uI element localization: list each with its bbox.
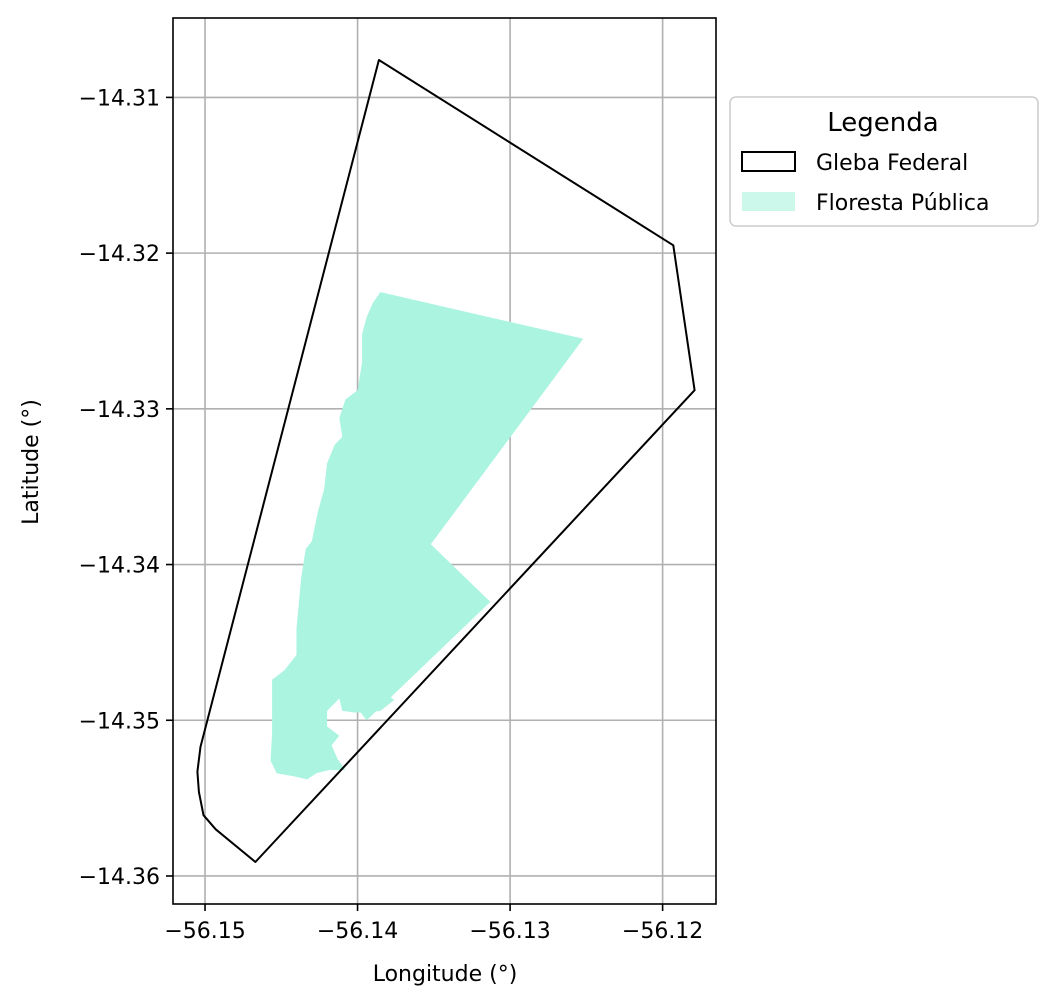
y-tick-label: −14.31 <box>79 86 160 111</box>
legend-swatch-floresta <box>742 192 795 211</box>
axis-ticks: −56.15 −56.14 −56.13 −56.12 −14.31 −14.32 −14.… <box>79 86 704 944</box>
x-axis-label: Longitude (°) <box>373 962 518 987</box>
y-tick-label: −14.36 <box>79 865 160 890</box>
grid-lines <box>173 18 716 904</box>
legend-label-gleba: Gleba Federal <box>816 151 968 176</box>
y-tick-label: −14.33 <box>79 398 160 423</box>
x-tick-label: −56.13 <box>469 919 550 944</box>
map-layers <box>196 59 696 863</box>
y-tick-label: −14.32 <box>79 242 160 267</box>
x-tick-label: −56.12 <box>622 919 703 944</box>
legend: Legenda Gleba Federal Floresta Pública <box>729 96 1039 227</box>
plot-frame <box>172 17 717 905</box>
x-tick-label: −56.14 <box>317 919 398 944</box>
y-tick-label: −14.35 <box>79 709 160 734</box>
legend-frame <box>729 96 1039 227</box>
y-axis-label: Latitude (°) <box>19 399 44 525</box>
legend-title: Legenda <box>827 108 938 138</box>
floresta-p-blica-polygon <box>270 292 584 780</box>
legend-swatch-gleba <box>741 151 796 172</box>
gleba-federal-polygon <box>196 59 696 863</box>
x-tick-label: −56.15 <box>164 919 245 944</box>
legend-label-floresta: Floresta Pública <box>816 191 989 216</box>
y-tick-label: −14.34 <box>79 554 160 579</box>
